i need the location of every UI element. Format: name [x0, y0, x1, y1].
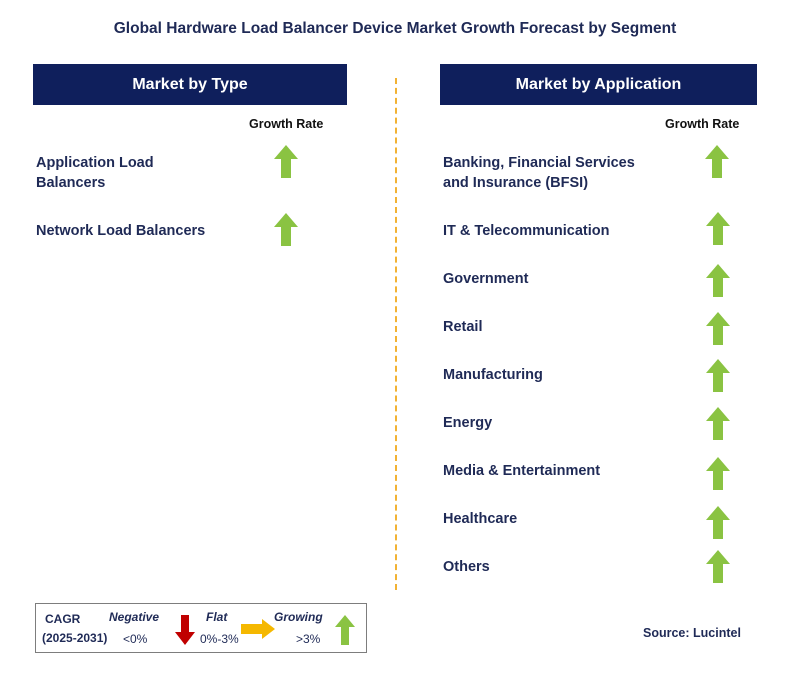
growing-arrow-icon [706, 359, 730, 392]
type-item-application-load-balancers: Application Load Balancers [36, 153, 154, 193]
segment-label-line: Media & Entertainment [443, 463, 601, 479]
legend-period: (2025-2031) [42, 631, 108, 645]
legend-growing-label: Growing [274, 610, 323, 624]
panel-divider [395, 78, 397, 590]
segment-label-line: Application Load [36, 155, 154, 171]
legend-flat-label: Flat [206, 610, 228, 624]
segment-label-line: Banking, Financial Services [443, 155, 635, 171]
application-item-it-telecommunication: IT & Telecommunication [443, 221, 610, 241]
growing-arrow-icon [274, 213, 298, 246]
type-item-network-load-balancers: Network Load Balancers [36, 221, 205, 241]
growing-arrow-icon [706, 312, 730, 345]
application-item-manufacturing: Manufacturing [443, 365, 543, 385]
legend-growing-range: >3% [296, 632, 321, 646]
application-item-government: Government [443, 269, 528, 289]
application-item-retail: Retail [443, 317, 483, 337]
type-panel-header: Market by Type [33, 64, 347, 105]
growing-arrow-icon [706, 550, 730, 583]
source-note: Source: Lucintel [643, 626, 741, 640]
segment-label-line: Retail [443, 319, 483, 335]
legend-cagr-label: CAGR [45, 612, 81, 626]
growing-arrow-icon [274, 145, 298, 178]
application-item-others: Others [443, 557, 490, 577]
growing-arrow-icon [706, 407, 730, 440]
growing-arrow-icon [706, 506, 730, 539]
application-item-healthcare: Healthcare [443, 509, 517, 529]
legend-negative-label: Negative [109, 610, 160, 624]
segment-label-line: Manufacturing [443, 367, 543, 383]
segment-label-line: Energy [443, 415, 493, 431]
growing-arrow-icon [706, 212, 730, 245]
flat-arrow-icon [241, 619, 275, 639]
segment-label-line: Others [443, 559, 490, 575]
chart-title: Global Hardware Load Balancer Device Mar… [113, 20, 677, 37]
type-growth-rate-label: Growth Rate [249, 117, 324, 131]
application-item-bfsi: Banking, Financial Services and Insuranc… [443, 153, 635, 193]
segment-label-line: Healthcare [443, 511, 518, 527]
application-item-energy: Energy [443, 413, 492, 433]
segment-label-line: and Insurance (BFSI) [443, 175, 589, 191]
segment-label-line: Government [443, 271, 529, 287]
cagr-legend: CAGR (2025-2031) Negative <0% Flat 0%-3%… [35, 603, 367, 653]
segment-label-line: IT & Telecommunication [443, 223, 610, 239]
segment-label-line: Balancers [36, 175, 106, 191]
growing-arrow-icon [706, 264, 730, 297]
negative-arrow-icon [175, 615, 195, 645]
growing-arrow-icon [705, 145, 729, 178]
application-growth-rate-label: Growth Rate [665, 117, 740, 131]
application-item-media-entertainment: Media & Entertainment [443, 461, 600, 481]
segment-label-line: Network Load Balancers [36, 223, 206, 239]
growing-arrow-icon [335, 615, 355, 645]
application-panel-header: Market by Application [440, 64, 757, 105]
legend-flat-range: 0%-3% [200, 632, 239, 646]
legend-negative-range: <0% [123, 632, 148, 646]
growing-arrow-icon [706, 457, 730, 490]
